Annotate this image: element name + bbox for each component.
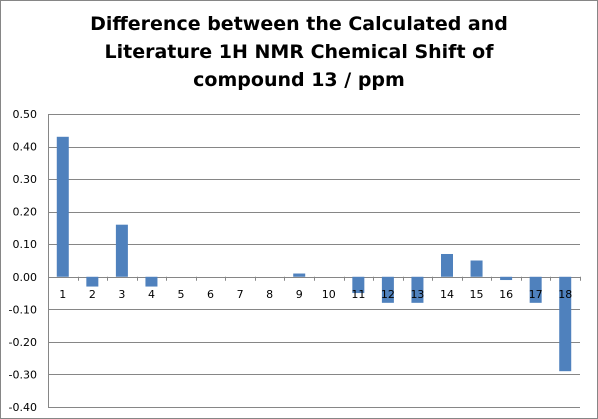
x-tick-label: 8	[266, 288, 273, 301]
bar-16	[500, 276, 513, 281]
bar-17	[529, 276, 542, 303]
x-tick-label: 6	[207, 288, 214, 301]
bar-9	[293, 273, 306, 277]
x-axis-tick-labels: 1 2 3 4 5 6 7 8 9 10 11 12 13 14 15 16 17 18	[59, 288, 572, 301]
x-tick-label: 1	[59, 288, 66, 301]
x-tick-label: 13	[410, 288, 424, 301]
x-tick-label: 14	[440, 288, 454, 301]
chart-title-line-2: Literature 1H NMR Chemical Shift of	[104, 41, 494, 63]
x-tick-label: 15	[470, 288, 484, 301]
chart-title: Difference between the Calculated and Li…	[0, 10, 598, 94]
bar-13	[411, 276, 424, 303]
x-tick-label: 17	[529, 288, 543, 301]
y-tick-label: -0.40	[9, 401, 37, 414]
bar-1	[56, 136, 69, 277]
x-tick-label: 16	[499, 288, 513, 301]
chart-title-line-3: compound 13 / ppm	[193, 69, 405, 91]
y-tick-label: 0.40	[13, 141, 38, 154]
x-tick-label: 12	[381, 288, 395, 301]
x-tick-label: 9	[296, 288, 303, 301]
bar-2	[86, 276, 99, 287]
bar-18	[559, 276, 572, 372]
x-tick-label: 11	[351, 288, 365, 301]
bar-12	[381, 276, 394, 303]
bar-3	[115, 224, 128, 277]
x-tick-label: 7	[237, 288, 244, 301]
y-tick-label: 0.10	[13, 238, 38, 251]
x-tick-label: 4	[148, 288, 155, 301]
bar-4	[145, 276, 158, 287]
y-tick-label: 0.00	[13, 271, 38, 284]
y-axis-tick-labels: 0.50 0.40 0.30 0.20 0.10 0.00 -0.10 -0.20 -0.30 -…	[9, 108, 37, 414]
x-tick-label: 3	[118, 288, 125, 301]
x-tick-label: 2	[89, 288, 96, 301]
y-tick-label: 0.20	[13, 206, 38, 219]
bar-15	[470, 260, 483, 277]
bars	[56, 136, 572, 372]
gridlines	[48, 114, 581, 408]
bar-14	[441, 253, 453, 277]
y-tick-label: -0.30	[9, 368, 37, 381]
chart-title-line-1: Difference between the Calculated and	[90, 13, 508, 35]
y-tick-label: 0.30	[13, 173, 38, 186]
bar-11	[352, 276, 365, 294]
x-tick-label: 10	[322, 288, 336, 301]
y-tick-label: -0.10	[9, 303, 37, 316]
y-tick-label: 0.50	[13, 108, 38, 121]
y-tick-label: -0.20	[9, 336, 37, 349]
x-tick-label: 18	[558, 288, 572, 301]
x-tick-label: 5	[178, 288, 185, 301]
